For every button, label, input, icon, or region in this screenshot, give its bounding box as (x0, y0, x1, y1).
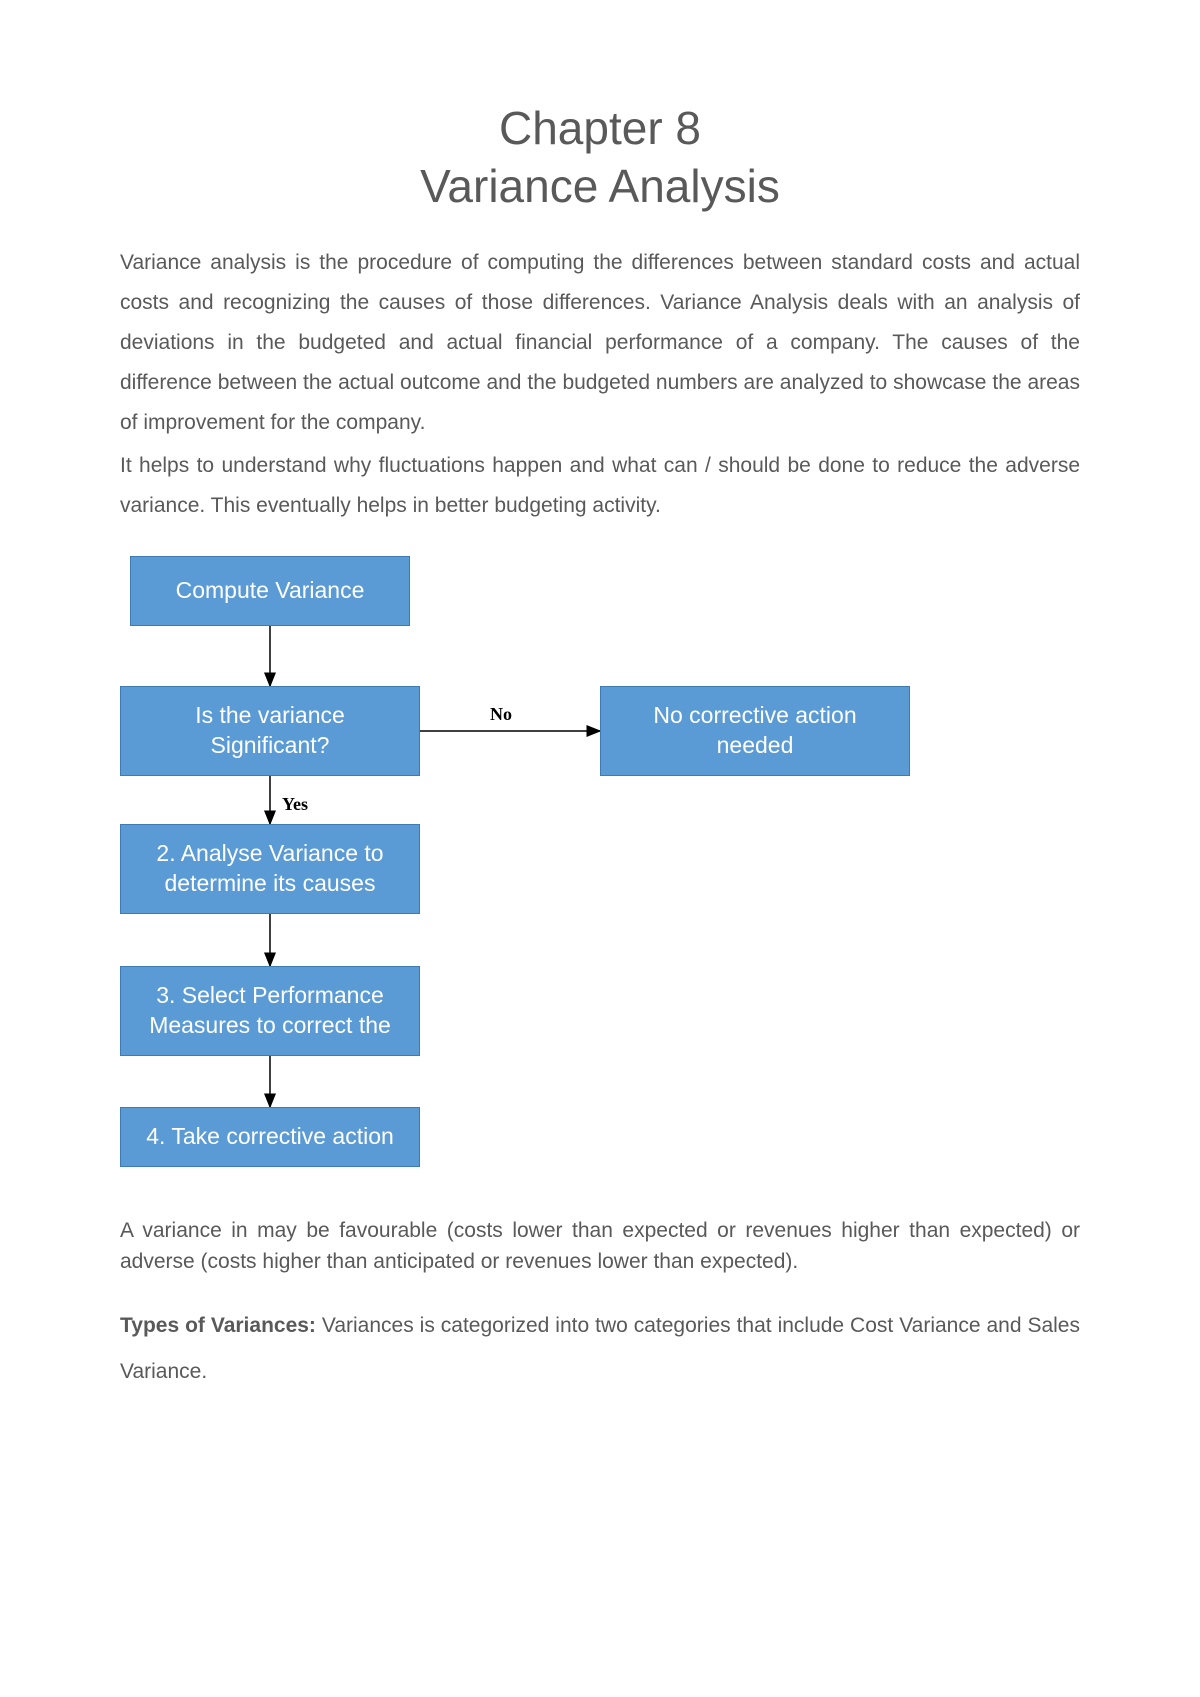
flowchart-node-compute: Compute Variance (130, 556, 410, 626)
intro-paragraph-1: Variance analysis is the procedure of co… (120, 243, 1080, 442)
favourable-adverse-paragraph: A variance in may be favourable (costs l… (120, 1216, 1080, 1277)
types-label: Types of Variances: (120, 1314, 316, 1337)
flowchart-node-take: 4. Take corrective action (120, 1107, 420, 1167)
intro-paragraph-2: It helps to understand why fluctuations … (120, 446, 1080, 526)
title-line-2: Variance Analysis (420, 160, 780, 212)
flowchart-edge-label: Yes (282, 794, 308, 815)
types-of-variances-paragraph: Types of Variances: Variances is categor… (120, 1303, 1080, 1395)
flowchart-node-noaction: No corrective actionneeded (600, 686, 910, 776)
flowchart-node-decision: Is the varianceSignificant? (120, 686, 420, 776)
variance-flowchart: Compute Variance Is the varianceSignifica… (120, 556, 1080, 1196)
chapter-title: Chapter 8 Variance Analysis (120, 100, 1080, 215)
flowchart-edge-label: No (490, 704, 512, 725)
flowchart-node-analyse: 2. Analyse Variance todetermine its caus… (120, 824, 420, 914)
title-line-1: Chapter 8 (499, 102, 701, 154)
flowchart-node-select: 3. Select PerformanceMeasures to correct… (120, 966, 420, 1056)
